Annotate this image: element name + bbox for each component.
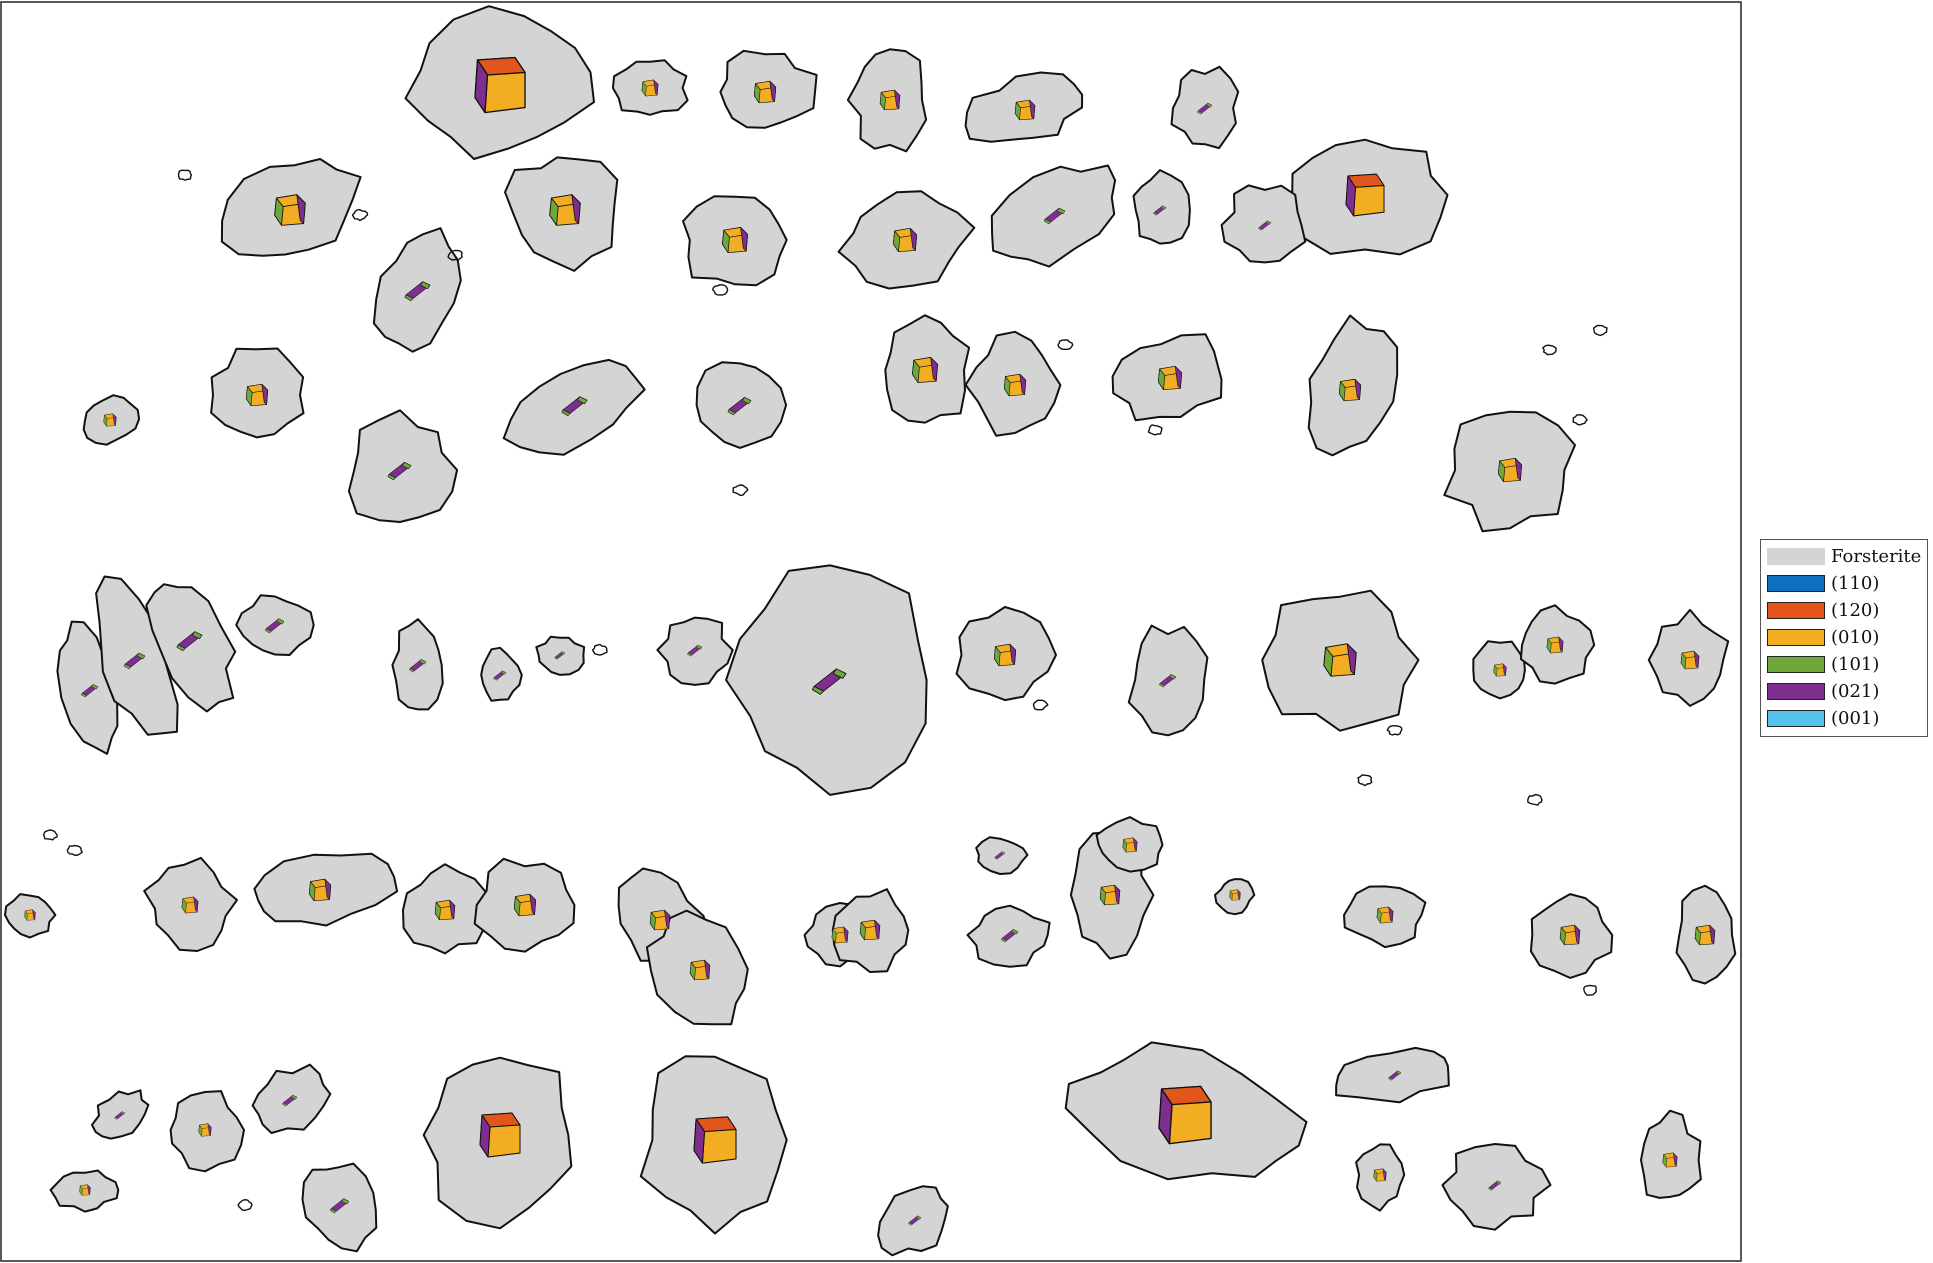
small-grain-outline [1542, 344, 1557, 356]
crystal-shape-glyph [1158, 1085, 1212, 1145]
crystal-shape-glyph [1338, 378, 1362, 402]
small-grain-outline [1386, 725, 1403, 736]
legend-label: (010) [1831, 627, 1880, 648]
legend-label: (021) [1831, 681, 1880, 702]
crystal-shape-glyph [1099, 884, 1121, 906]
small-grain-outline [712, 284, 729, 296]
legend-swatch [1767, 656, 1825, 673]
small-grain-outline [1572, 414, 1588, 426]
crystal-shape-glyph [549, 194, 581, 226]
crystal-shape-glyph [79, 1184, 91, 1196]
crystal-shape-glyph [474, 56, 526, 114]
crystal-shape-glyph [1014, 99, 1036, 121]
legend-swatch [1767, 710, 1825, 727]
crystal-shape-glyph [1345, 173, 1385, 217]
crystal-shape-glyph [1229, 889, 1241, 901]
crystal-shape-glyph [1559, 924, 1581, 946]
crystal-shape-glyph [1493, 663, 1507, 677]
legend-item-101: (101) [1767, 651, 1923, 678]
crystal-shape-glyph [753, 80, 777, 104]
legend-swatch [1767, 683, 1825, 700]
crystal-shape-glyph [103, 413, 117, 427]
crystal-shape-glyph [722, 227, 748, 253]
forsterite-grain [1441, 1143, 1552, 1231]
legend-item-021: (021) [1767, 678, 1923, 705]
small-grain-outline [447, 249, 463, 261]
small-grain-outline [1147, 424, 1163, 436]
legend-item-010: (010) [1767, 624, 1923, 651]
crystal-shape-glyph [1157, 365, 1183, 391]
small-grain-outline [1357, 774, 1373, 787]
crystal-shape-glyph [641, 79, 659, 97]
legend-label: (001) [1831, 708, 1880, 729]
crystal-shape-glyph [308, 878, 332, 902]
legend-swatch [1767, 575, 1825, 592]
crystal-shape-glyph [1373, 1168, 1387, 1182]
legend-swatch [1767, 629, 1825, 646]
crystal-shape-glyph [1323, 643, 1357, 677]
small-grain-outline [732, 484, 749, 496]
crystal-shape-glyph [693, 1116, 737, 1164]
crystal-shape-glyph [912, 357, 938, 383]
small-grain-outline [177, 169, 193, 181]
small-grain-outline [351, 208, 369, 222]
legend-label: (110) [1831, 573, 1880, 594]
crystal-shape-glyph [892, 227, 918, 253]
crystal-shape-glyph [859, 919, 881, 941]
crystal-shape-glyph [831, 926, 849, 944]
legend-label: (101) [1831, 654, 1880, 675]
crystal-shape-glyph [479, 1112, 521, 1158]
crystal-shape-glyph [649, 909, 671, 931]
crystal-shape-glyph [1694, 924, 1716, 946]
small-grain-outline [1527, 793, 1543, 806]
legend-swatch [1767, 548, 1825, 565]
crystal-shape-glyph [513, 893, 537, 917]
legend-swatch [1767, 602, 1825, 619]
crystal-shape-glyph [245, 383, 269, 407]
crystal-shape-glyph [1122, 837, 1138, 853]
crystal-shape-glyph [434, 899, 456, 921]
crystal-shape-glyph [1497, 457, 1523, 483]
legend-item-001: (001) [1767, 705, 1923, 732]
small-grain-outline [1583, 984, 1597, 996]
crystal-shape-glyph [274, 194, 306, 226]
forsterite-grain [145, 583, 237, 713]
small-grain-outline [42, 829, 58, 841]
crystal-shape-glyph [1003, 373, 1027, 397]
crystal-shape-glyph [198, 1123, 212, 1137]
legend-item-120: (120) [1767, 597, 1923, 624]
crystal-shape-glyph [24, 909, 36, 921]
small-grain-outline [1592, 324, 1608, 337]
small-grain-outline [1057, 339, 1074, 350]
crystal-shape-glyph [689, 959, 711, 981]
crystal-shape-glyph [1546, 636, 1564, 654]
legend-label: (120) [1831, 600, 1880, 621]
small-grain-outline [1032, 699, 1049, 711]
small-grain-outline [237, 1198, 253, 1212]
small-grain-outline [66, 844, 83, 856]
legend-item-110: (110) [1767, 570, 1923, 597]
crystal-shape-glyph [879, 89, 901, 111]
legend: Forsterite (110) (120) (010) (101) (021)… [1760, 539, 1928, 737]
crystal-shape-glyph [1662, 1152, 1678, 1168]
small-grain-outline [591, 643, 608, 656]
crystal-shape-glyph [181, 896, 199, 914]
legend-label: Forsterite [1831, 546, 1922, 567]
crystal-shape-glyph [993, 643, 1017, 667]
crystal-shape-glyph [1680, 650, 1700, 670]
legend-item-forsterite: Forsterite [1767, 543, 1923, 570]
crystal-shape-glyph [1376, 906, 1394, 924]
